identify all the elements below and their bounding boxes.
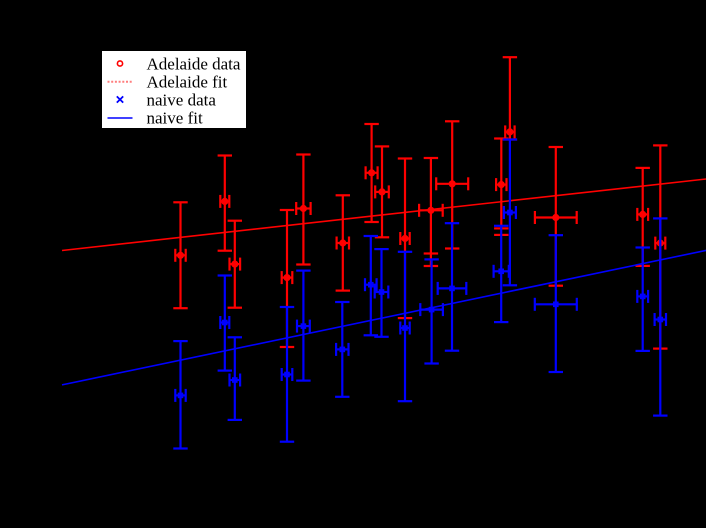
svg-text:Adelaide data: Adelaide data <box>147 55 241 74</box>
svg-text:naive data: naive data <box>147 91 217 110</box>
svg-text:naive fit: naive fit <box>147 109 203 128</box>
svg-text:Adelaide fit: Adelaide fit <box>147 73 228 92</box>
